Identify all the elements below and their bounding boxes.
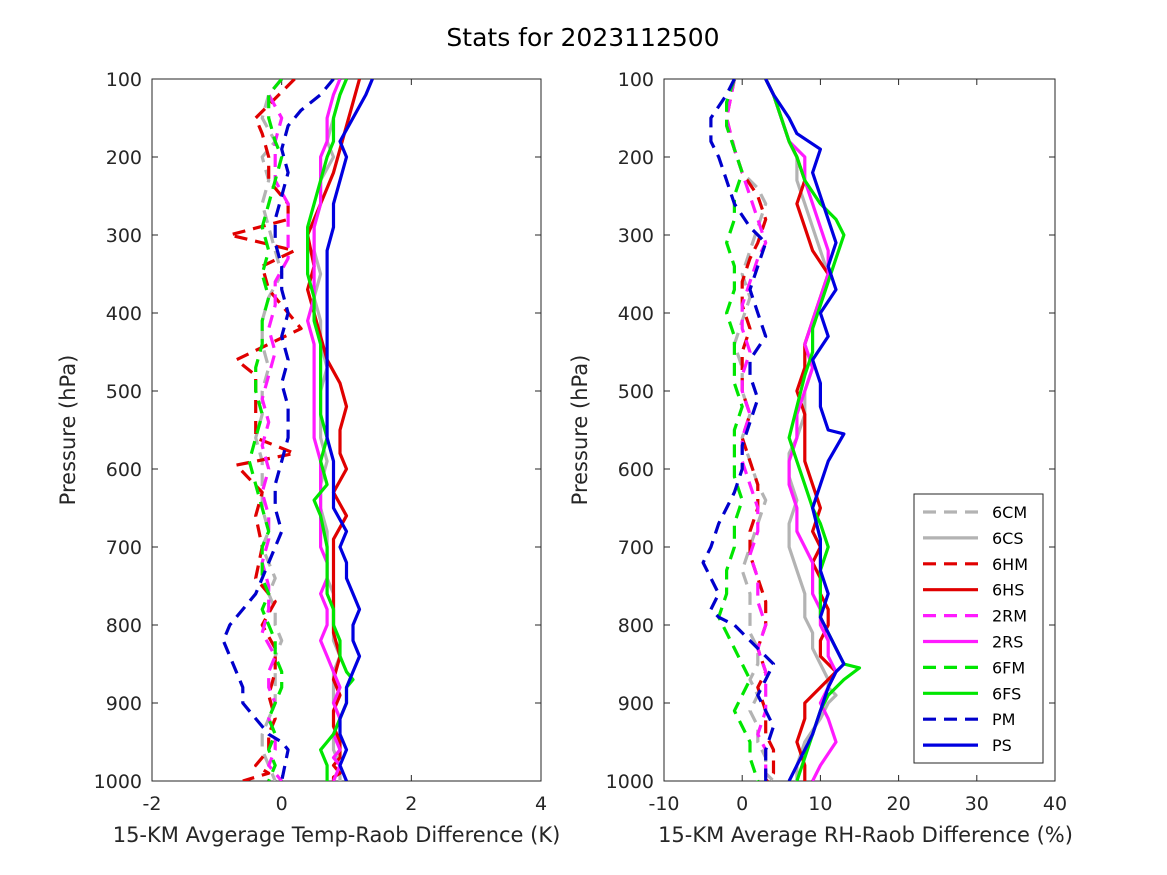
rh-y-tick-label: 1000 [606, 771, 654, 793]
rh-x-tick-label: 30 [965, 793, 989, 815]
rh-y-tick-label: 500 [618, 381, 654, 403]
temp-series-6fm [247, 79, 284, 781]
legend-label-2rs: 2RS [992, 633, 1023, 652]
temp-y-tick-label: 500 [106, 381, 142, 403]
temp-x-axis-label: 15-KM Avgerage Temp-Raob Difference (K) [113, 823, 561, 847]
rh-x-tick-label: 0 [736, 793, 748, 815]
legend-label-6fm: 6FM [992, 658, 1025, 677]
legend-box [913, 493, 1044, 764]
temp-series-2rm [260, 79, 290, 781]
figure-title: Stats for 2023112500 [446, 23, 719, 52]
rh-series-6fm [717, 79, 760, 781]
rh-series-6hm [724, 79, 776, 781]
temp-y-tick-label: 1000 [94, 771, 142, 793]
rh-series-ps [764, 79, 846, 781]
rh-x-axis-label: 15-KM Average RH-Raob Difference (%) [658, 823, 1073, 847]
temp-y-tick-label: 700 [106, 537, 142, 559]
rh-difference-panel: 100 200 300 400 500 600 700 800 900 1000-10 0 10 20 3… [568, 69, 1073, 847]
rh-y-tick-label: 300 [618, 225, 654, 247]
rh-x-tick-label: -10 [648, 793, 679, 815]
temp-y-tick-label: 900 [106, 693, 142, 715]
rh-axes-frame [663, 78, 1056, 782]
temp-series-pm [221, 79, 335, 781]
temp-y-tick-label: 800 [106, 615, 142, 637]
rh-series-6cs [764, 79, 838, 781]
temp-y-tick-label: 300 [106, 225, 142, 247]
temp-series-ps [325, 79, 374, 781]
temp-axes-frame [151, 78, 542, 782]
legend-label-ps: PS [992, 736, 1012, 755]
rh-y-tick-label: 100 [618, 69, 654, 91]
legend-label-6fs: 6FS [992, 684, 1021, 703]
temp-y-axis-label: Pressure (hPa) [56, 355, 80, 506]
rh-x-tick-label: 20 [887, 793, 911, 815]
rh-y-tick-label: 700 [618, 537, 654, 559]
rh-x-tick-label: 40 [1043, 793, 1067, 815]
temp-series-group [221, 79, 374, 781]
legend-label-6hs: 6HS [992, 581, 1024, 600]
temp-x-tick-label: 0 [276, 793, 288, 815]
rh-series-6fs [764, 79, 862, 781]
temp-series-6hm [228, 79, 303, 781]
rh-y-tick-label: 900 [618, 693, 654, 715]
legend: 6CM 6CS 6HM 6HS 2RM 2RS 6FM 6FS PM PS [913, 493, 1044, 764]
temp-y-tick-label: 100 [106, 69, 142, 91]
legend-label-6cm: 6CM [992, 503, 1027, 522]
rh-series-pm [701, 79, 776, 781]
temp-difference-panel: 100 200 300 400 500 600 700 800 900 1000-2 0 2 4 15-K… [56, 69, 560, 847]
rh-y-tick-label: 600 [618, 459, 654, 481]
rh-y-tick-label: 800 [618, 615, 654, 637]
temp-y-tick-label: 200 [106, 147, 142, 169]
legend-label-6cs: 6CS [992, 529, 1024, 548]
rh-x-tick-label: 10 [808, 793, 832, 815]
temp-x-tick-label: -2 [143, 793, 162, 815]
temp-y-tick-label: 600 [106, 459, 142, 481]
rh-y-axis-label: Pressure (hPa) [568, 355, 592, 506]
legend-label-2rm: 2RM [992, 607, 1027, 626]
rh-y-tick-label: 200 [618, 147, 654, 169]
temp-x-tick-label: 4 [535, 793, 547, 815]
rh-y-tick-label: 400 [618, 303, 654, 325]
rh-series-6cm [724, 79, 775, 781]
temp-y-tick-label: 400 [106, 303, 142, 325]
temp-series-2rs [306, 79, 342, 781]
temp-series-6cm [254, 79, 284, 781]
legend-label-pm: PM [992, 710, 1015, 729]
legend-label-6hm: 6HM [992, 555, 1028, 574]
rh-series-group [701, 79, 862, 781]
temp-x-tick-label: 2 [405, 793, 417, 815]
